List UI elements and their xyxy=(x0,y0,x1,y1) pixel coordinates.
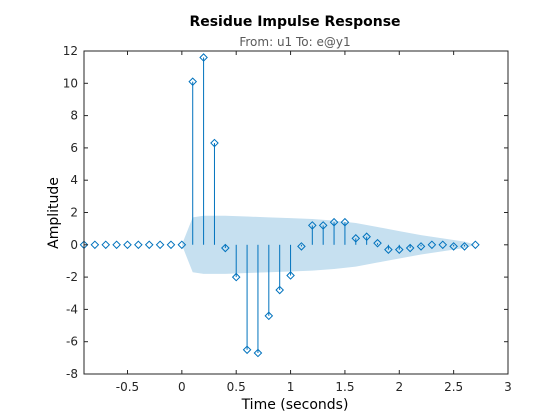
stem-marker xyxy=(318,221,328,230)
stem-marker xyxy=(384,245,393,254)
stem-marker xyxy=(286,271,295,280)
stem-marker xyxy=(155,240,165,250)
stem-marker xyxy=(416,242,426,251)
stem-marker xyxy=(449,242,458,251)
stem-marker xyxy=(297,242,306,251)
y-axis-label: Amplitude xyxy=(46,177,62,249)
stem-marker xyxy=(166,240,176,250)
stem-marker xyxy=(275,285,284,295)
y-tick-label: 4 xyxy=(70,173,78,187)
y-tick-label: 8 xyxy=(70,109,78,123)
stem-marker xyxy=(242,345,252,355)
x-tick-label: 1 xyxy=(287,380,295,394)
stem-marker xyxy=(101,240,111,250)
plot-area xyxy=(79,53,480,358)
x-tick-label: 1.5 xyxy=(335,380,354,394)
x-tick-label: 0.5 xyxy=(227,380,246,394)
stem-marker xyxy=(253,348,263,358)
stem-marker xyxy=(308,221,317,230)
y-axis-ticks: -8 -6 -4 -2 0 2 4 6 8 10 12 xyxy=(63,44,508,381)
stem-marker xyxy=(231,272,241,282)
stem-marker xyxy=(177,240,187,250)
x-tick-label: 2 xyxy=(395,380,403,394)
stem-marker xyxy=(90,240,100,250)
stem-marker xyxy=(394,245,404,254)
x-tick-label: 3 xyxy=(504,380,512,394)
stem-marker xyxy=(329,217,339,227)
stem-marker xyxy=(144,240,154,250)
stem-marker xyxy=(199,53,208,62)
stem-marker xyxy=(264,311,274,321)
y-tick-label: 6 xyxy=(70,141,78,155)
y-tick-label: -8 xyxy=(66,367,78,381)
y-tick-label: -4 xyxy=(66,302,78,316)
y-tick-label: 12 xyxy=(63,44,78,58)
x-tick-label: 2.5 xyxy=(444,380,463,394)
stem-marker xyxy=(471,240,480,250)
confidence-region xyxy=(181,215,476,274)
stem-marker xyxy=(427,240,437,250)
stem-marker xyxy=(362,232,371,242)
y-tick-label: 0 xyxy=(70,238,78,252)
stem-marker xyxy=(351,234,361,243)
stem-marker xyxy=(438,240,448,250)
x-tick-label: 0 xyxy=(178,380,186,394)
stem-marker xyxy=(405,243,415,253)
axes-box xyxy=(83,50,509,375)
x-tick-label: -0.5 xyxy=(116,380,139,394)
stem-marker xyxy=(123,240,132,250)
y-tick-label: 2 xyxy=(70,206,78,220)
stem-marker xyxy=(460,242,469,251)
stem-marker xyxy=(112,240,121,250)
x-axis-ticks: -0.5 0 0.5 1 1.5 2 2.5 3 xyxy=(116,51,512,394)
chart-title: Residue Impulse Response xyxy=(189,14,400,30)
stem-marker xyxy=(340,217,350,227)
stem-marker xyxy=(210,138,219,148)
x-axis-label: Time (seconds) xyxy=(241,397,349,413)
y-tick-label: -6 xyxy=(66,335,78,349)
stem-marker xyxy=(373,238,382,248)
stem-marker xyxy=(221,243,230,253)
y-tick-label: -2 xyxy=(66,270,78,284)
stem-marker xyxy=(188,77,198,86)
chart-subtitle: From: u1 To: e@y1 xyxy=(239,35,350,49)
y-tick-label: 10 xyxy=(63,76,78,90)
stem-marker xyxy=(134,240,143,250)
